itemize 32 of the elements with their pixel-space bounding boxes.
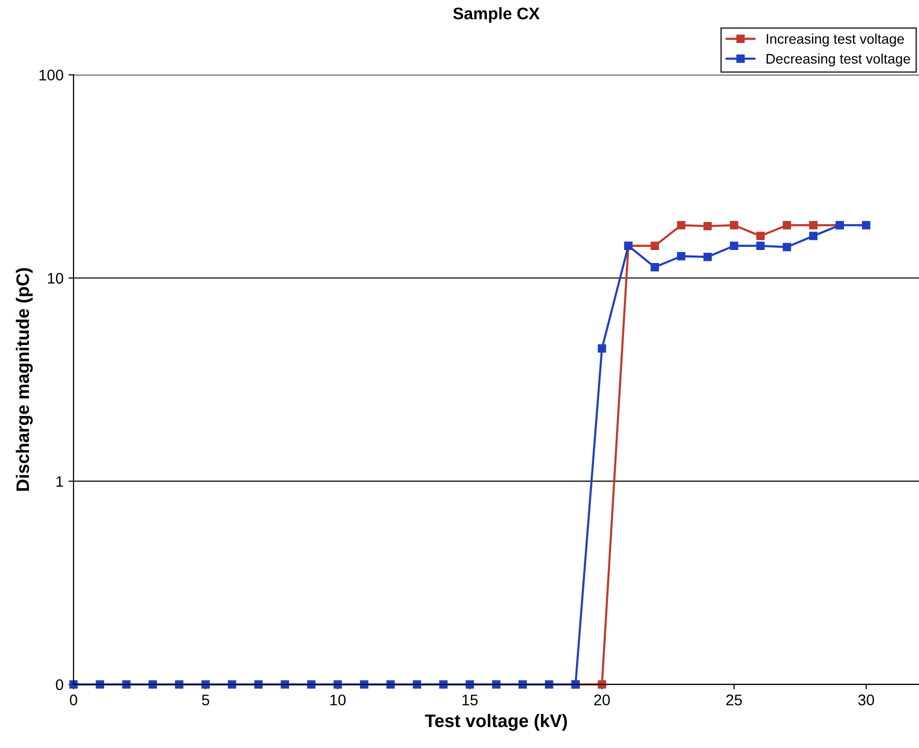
y-tick-label: 1: [56, 476, 64, 487]
point: [730, 220, 738, 230]
legend-label: Decreasing test voltage: [766, 54, 910, 66]
point: [650, 242, 659, 250]
y-tick-label: 100: [39, 70, 64, 80]
point: [809, 232, 818, 240]
x-tick-label: 10: [330, 694, 346, 706]
x-tick-label: 0: [70, 694, 78, 706]
x-tick-label: 15: [462, 694, 478, 706]
point: [756, 242, 765, 250]
x-tick-label: 25: [726, 694, 742, 706]
point: [677, 252, 686, 260]
x-tick-label: 20: [594, 694, 610, 706]
point: [677, 220, 686, 230]
legend-label: Increasing test voltage: [766, 34, 904, 47]
point: [730, 242, 738, 250]
point: [782, 242, 792, 252]
point: [703, 222, 712, 230]
x-tick-label: 30: [858, 694, 874, 706]
y-tick-label: 0: [56, 679, 64, 690]
chart-title: Sample CX: [453, 7, 540, 23]
y-tick-label: 10: [48, 272, 64, 284]
point: [862, 220, 870, 230]
point: [650, 263, 659, 272]
x-axis-title: Test voltage (kV): [424, 714, 567, 731]
point: [809, 220, 818, 230]
y-axis-title: Discharge magnitude (pC): [16, 268, 33, 491]
x-tick-label: 5: [202, 694, 210, 706]
point: [756, 232, 765, 240]
point: [782, 220, 792, 230]
point: [703, 252, 712, 262]
point: [598, 344, 606, 353]
